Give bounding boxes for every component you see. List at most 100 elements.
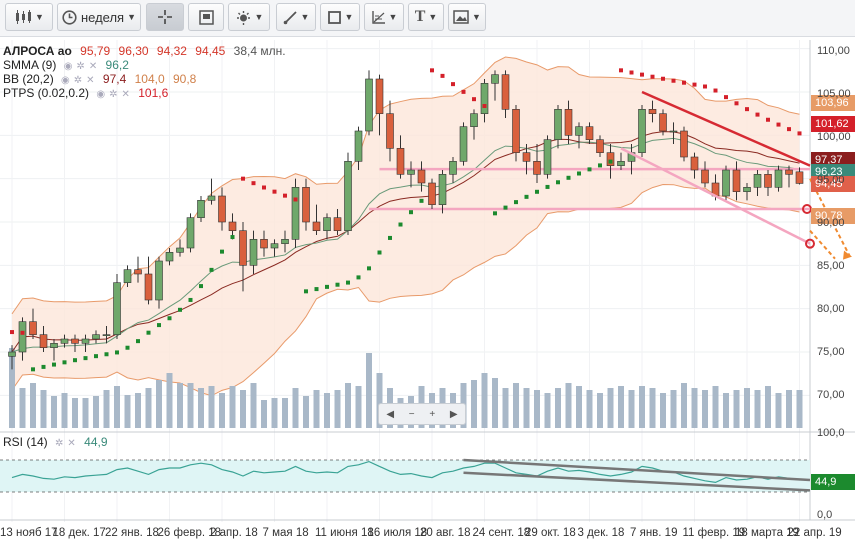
ptps-dot bbox=[62, 360, 67, 365]
close-icon[interactable]: ✕ bbox=[67, 438, 76, 449]
ptps-dot bbox=[367, 266, 371, 271]
shapes-button[interactable]: ▼ bbox=[320, 3, 360, 31]
ptps-dot bbox=[388, 235, 392, 240]
candle-body bbox=[39, 334, 48, 348]
image-tool-button[interactable]: ▼ bbox=[448, 3, 486, 31]
chart-type-button[interactable]: ▼ bbox=[5, 3, 53, 31]
ptps-label: PTPS (0.02,0.2) bbox=[3, 86, 90, 100]
volume-bar bbox=[51, 396, 57, 428]
volume-bar bbox=[82, 398, 89, 428]
volume-bar bbox=[324, 393, 330, 428]
eye-icon[interactable]: ◉ bbox=[61, 75, 70, 86]
zoom-box-button[interactable] bbox=[188, 3, 224, 31]
ptps-dot bbox=[262, 185, 266, 190]
price-tag-rsi: 44,9 bbox=[811, 474, 855, 490]
candle-body bbox=[123, 269, 132, 283]
chevron-down-icon: ▼ bbox=[35, 12, 44, 22]
candle-body bbox=[113, 282, 121, 335]
y-tick-105: 105,00 bbox=[817, 88, 851, 100]
candle-body bbox=[18, 321, 27, 353]
candle-body bbox=[92, 334, 100, 340]
candle-body bbox=[218, 195, 226, 223]
candle-body bbox=[312, 221, 321, 231]
ptps-dot bbox=[41, 364, 46, 369]
gear-icon[interactable]: ✲ bbox=[55, 438, 64, 449]
ptps-dot bbox=[199, 284, 203, 289]
candle-body bbox=[564, 109, 573, 136]
candle-body bbox=[239, 230, 247, 266]
ptps-dot bbox=[797, 131, 802, 136]
candle-body bbox=[407, 169, 415, 175]
instrument-name: АЛРОСА ао bbox=[3, 44, 72, 58]
close-icon[interactable]: ✕ bbox=[88, 61, 98, 72]
candle-body bbox=[659, 113, 667, 132]
volume-bar bbox=[345, 383, 351, 428]
candle-body bbox=[480, 83, 489, 114]
bb-low-value: 90,8 bbox=[172, 72, 197, 86]
candle-body bbox=[774, 169, 783, 188]
interval-button[interactable]: неделя ▼ bbox=[57, 3, 141, 31]
volume-bar bbox=[670, 390, 677, 428]
eye-icon[interactable]: ◉ bbox=[63, 61, 73, 72]
volume-bar bbox=[282, 398, 288, 428]
crosshair-icon bbox=[158, 10, 172, 24]
volume-bar bbox=[376, 373, 383, 428]
candle-body bbox=[102, 334, 111, 336]
scroll-right-icon[interactable]: ▶ bbox=[449, 408, 458, 420]
eye-icon[interactable]: ◉ bbox=[96, 89, 106, 100]
line-tools-button[interactable]: ▼ bbox=[276, 3, 316, 31]
ptps-value: 101,6 bbox=[138, 86, 169, 100]
y-tick-90: 90,00 bbox=[817, 217, 845, 229]
candle-body bbox=[81, 338, 90, 344]
gear-icon[interactable]: ✲ bbox=[109, 89, 118, 100]
ptps-dot bbox=[52, 362, 56, 367]
low-value: 94,32 bbox=[156, 44, 187, 58]
ptps-dot bbox=[146, 330, 151, 335]
price-chart[interactable] bbox=[0, 36, 855, 544]
x-tick-label: 13 нояб 17 bbox=[0, 527, 58, 539]
text-tool-button[interactable]: T ▼ bbox=[408, 3, 444, 31]
y-tick-75: 75,00 bbox=[817, 346, 845, 358]
volume-bar bbox=[649, 388, 656, 428]
rectangle-icon bbox=[327, 10, 341, 24]
candle-body bbox=[438, 174, 447, 205]
image-icon bbox=[453, 10, 469, 24]
candle-body bbox=[512, 109, 520, 153]
ptps-dot bbox=[451, 82, 455, 87]
fib-tools-button[interactable]: ▼ bbox=[364, 3, 404, 31]
interval-label: неделя bbox=[80, 9, 125, 25]
zoom-out-icon[interactable]: − bbox=[408, 408, 415, 420]
gear-icon[interactable]: ✲ bbox=[76, 61, 85, 72]
ptps-dot bbox=[346, 280, 350, 285]
candle-body bbox=[596, 139, 604, 153]
ptps-dot bbox=[94, 354, 98, 359]
candle-body bbox=[386, 113, 394, 149]
ptps-dot bbox=[440, 73, 445, 78]
volume-bar bbox=[639, 386, 645, 428]
gear-icon[interactable]: ✲ bbox=[73, 75, 83, 86]
close-icon[interactable]: ✕ bbox=[86, 75, 95, 86]
legend-rsi: RSI (14) ✲ ✕ 44,9 bbox=[3, 435, 108, 451]
volume-bar bbox=[177, 383, 183, 428]
volume-bar bbox=[187, 383, 194, 428]
volume-bar bbox=[9, 348, 15, 428]
y-tick-95: 95,00 bbox=[817, 174, 845, 186]
scroll-navigator[interactable]: ◀ − + ▶ bbox=[378, 403, 466, 425]
scroll-left-icon[interactable]: ◀ bbox=[386, 408, 395, 420]
zoom-in-icon[interactable]: + bbox=[429, 408, 436, 420]
volume-bar bbox=[30, 383, 36, 428]
volume-bar bbox=[156, 380, 162, 428]
price-tag-bb-upper: 103,96 bbox=[811, 95, 855, 111]
price-tag-bb-lower: 90,78 bbox=[811, 208, 855, 224]
ptps-dot bbox=[545, 184, 550, 189]
volume-bar bbox=[114, 386, 120, 428]
crosshair-button[interactable] bbox=[146, 3, 184, 31]
volume-bar bbox=[40, 390, 47, 428]
y-tick-85: 85,00 bbox=[817, 260, 845, 272]
indicators-button[interactable]: ▼ bbox=[228, 3, 270, 31]
close-icon[interactable]: ✕ bbox=[121, 89, 130, 100]
ptps-dot bbox=[377, 250, 382, 255]
volume-bar bbox=[712, 386, 719, 428]
volume-bar bbox=[261, 400, 267, 428]
chevron-down-icon: ▼ bbox=[127, 12, 137, 22]
